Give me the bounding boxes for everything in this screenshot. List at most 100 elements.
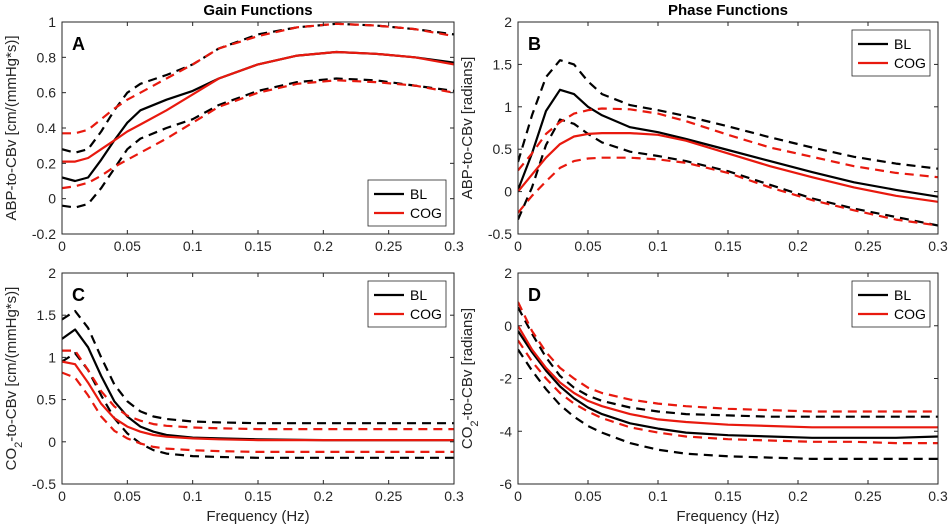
legend-box — [851, 280, 931, 328]
x-tick-label: 0.15 — [244, 488, 271, 504]
series-group — [62, 309, 454, 459]
x-axis-label: Frequency (Hz) — [676, 508, 779, 525]
x-tick-label: 0.3 — [444, 238, 464, 254]
y-tick-label: -0.5 — [32, 476, 56, 492]
x-tick-label: 0 — [58, 488, 66, 504]
series-line-cog-lower — [518, 156, 938, 227]
y-tick-label: -2 — [500, 371, 513, 387]
y-tick-label: 0.4 — [37, 120, 57, 136]
series-line-cog — [62, 50, 454, 163]
series-line-bl-upper — [62, 309, 454, 425]
panel-a-gain-abp: 0 0.05 0.1 0.15 0.2 0.25 0.3-0.200.20.40.60.81… — [3, 2, 464, 254]
y-tick-label: 0 — [48, 434, 56, 450]
y-tick-label: 2 — [504, 265, 512, 281]
x-tick-label: 0.2 — [788, 238, 808, 254]
legend: BL COG — [367, 179, 447, 227]
panel-letter: A — [72, 34, 85, 54]
legend-label-bl: BL — [894, 287, 911, 303]
legend-label-cog: COG — [894, 55, 926, 71]
series-group — [62, 22, 454, 209]
series-line-cog-upper — [518, 301, 938, 413]
series-line-cog-lower — [62, 79, 454, 190]
x-tick-label: 0.25 — [854, 488, 881, 504]
y-tick-label: 2 — [504, 14, 512, 30]
legend-label-cog: COG — [410, 205, 442, 221]
y-tick-label: -4 — [500, 423, 513, 439]
series-line-cog-upper — [62, 349, 454, 431]
panel-letter: B — [528, 34, 541, 54]
x-tick-label: 0.1 — [183, 488, 203, 504]
y-axis-label: CO2-to-CBv [cm/(mmHg*s)] — [3, 287, 25, 471]
x-tick-label: 0.25 — [375, 238, 402, 254]
y-tick-label: 0.8 — [37, 49, 57, 65]
legend-box — [367, 280, 447, 328]
x-tick-label: 0.05 — [114, 238, 141, 254]
chart-title: Gain Functions — [203, 2, 312, 19]
y-tick-label: 0.2 — [37, 155, 57, 171]
y-axis-label: CO2-to-CBv [radians] — [459, 308, 481, 449]
legend: BL COG — [851, 280, 931, 328]
x-tick-label: 0 — [514, 238, 522, 254]
y-axis-label: ABP-to-CBv [radians] — [459, 57, 476, 200]
x-tick-label: 0.3 — [928, 488, 948, 504]
series-line-bl — [518, 330, 938, 439]
x-tick-label: 0.05 — [574, 238, 601, 254]
series-line-bl-lower — [62, 352, 454, 459]
x-tick-label: 0.15 — [244, 238, 271, 254]
series-line-cog-lower — [518, 339, 938, 445]
series-line-cog-upper — [62, 22, 454, 135]
series-line-bl — [518, 88, 938, 198]
y-tick-label: 1 — [48, 349, 56, 365]
series-line-bl — [62, 50, 454, 183]
legend: BL COG — [851, 29, 931, 77]
y-axis-label: ABP-to-CBv [cm/(mmHg*s)] — [3, 35, 20, 220]
x-tick-label: 0.2 — [788, 488, 808, 504]
series-line-bl-lower — [62, 77, 454, 209]
series-line-cog-lower — [62, 371, 454, 453]
x-tick-label: 0.2 — [314, 238, 334, 254]
y-tick-label: -0.2 — [32, 226, 56, 242]
x-tick-label: 0 — [58, 238, 66, 254]
x-tick-label: 0.15 — [714, 238, 741, 254]
y-tick-label: 0 — [48, 191, 56, 207]
series-line-cog — [518, 132, 938, 203]
series-line-bl-upper — [518, 306, 938, 418]
x-axis-label: Frequency (Hz) — [206, 508, 309, 525]
x-tick-label: 0.3 — [928, 238, 948, 254]
y-tick-label: 0.6 — [37, 85, 57, 101]
series-line-cog-upper — [518, 107, 938, 179]
panel-letter: C — [72, 285, 85, 305]
x-tick-label: 0.2 — [314, 488, 334, 504]
x-tick-label: 0.05 — [574, 488, 601, 504]
panel-d-phase-co2: 0 0.05 0.1 0.15 0.2 0.25 0.3 -6 -4 -2 0 2 CO2-to-CBv… — [459, 265, 948, 525]
series-group — [518, 301, 938, 460]
series-line-bl-lower — [518, 118, 938, 227]
y-tick-label: 1.5 — [493, 56, 513, 72]
y-tick-label: 0.5 — [493, 141, 513, 157]
y-tick-label: 1.5 — [37, 307, 57, 323]
legend-box — [367, 179, 447, 227]
y-tick-label: 0 — [504, 318, 512, 334]
chart-title: Phase Functions — [668, 2, 788, 19]
y-tick-label: -6 — [500, 476, 513, 492]
x-tick-label: 0.3 — [444, 488, 464, 504]
panel-c-gain-co2: 0 0.05 0.1 0.15 0.2 0.25 0.3-0.500.511.52CO2-t… — [3, 265, 464, 525]
panel-letter: D — [528, 285, 541, 305]
x-tick-label: 0.05 — [114, 488, 141, 504]
y-tick-label: 0 — [504, 184, 512, 200]
legend-label-cog: COG — [410, 306, 442, 322]
x-tick-label: 0.15 — [714, 488, 741, 504]
legend-label-bl: BL — [894, 36, 911, 52]
series-line-bl-upper — [518, 59, 938, 170]
x-tick-label: 0.1 — [183, 238, 203, 254]
x-tick-label: 0 — [514, 488, 522, 504]
y-tick-label: 0.5 — [37, 392, 57, 408]
series-group — [518, 59, 938, 227]
y-tick-label: -0.5 — [488, 226, 512, 242]
legend-label-cog: COG — [894, 306, 926, 322]
legend-label-bl: BL — [410, 287, 427, 303]
y-tick-label: 2 — [48, 265, 56, 281]
x-tick-label: 0.1 — [648, 238, 668, 254]
y-tick-label: 1 — [504, 99, 512, 115]
